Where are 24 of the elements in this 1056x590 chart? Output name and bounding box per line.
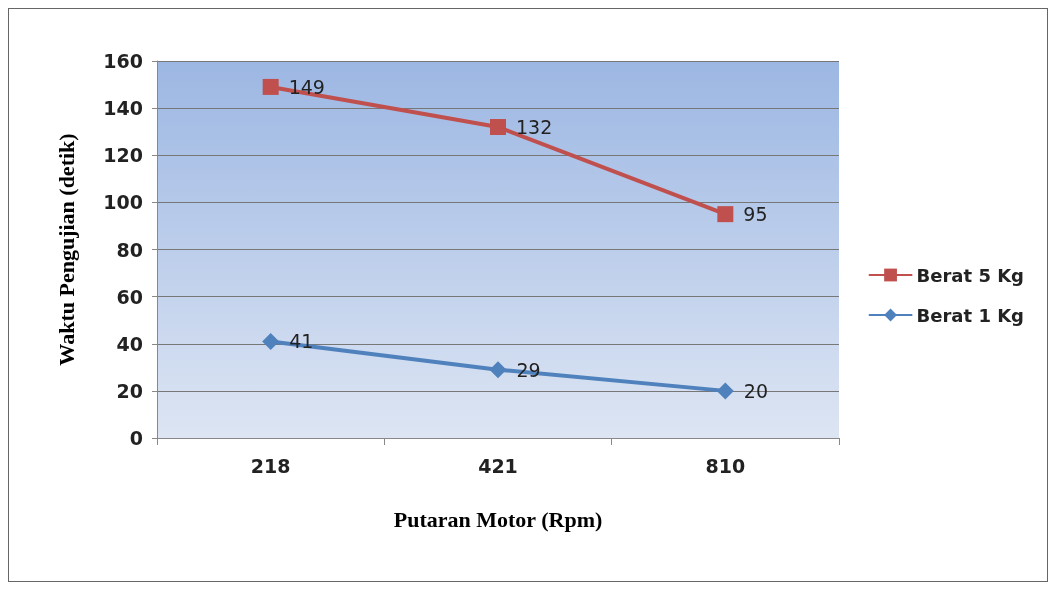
point bbox=[262, 78, 279, 95]
point bbox=[716, 382, 734, 400]
data-label: 132 bbox=[516, 115, 553, 138]
point bbox=[489, 361, 507, 379]
y-tick-label: 20 bbox=[116, 379, 143, 402]
point bbox=[717, 206, 734, 223]
x-tick-label: 810 bbox=[705, 454, 746, 477]
x-tick-label: 218 bbox=[250, 454, 291, 477]
y-tick-label: 160 bbox=[103, 50, 143, 72]
legend-label: Berat 5 Kg bbox=[916, 264, 1025, 286]
point bbox=[490, 118, 506, 135]
legend-label: Berat 1 Kg bbox=[916, 304, 1025, 326]
y-tick-label: 100 bbox=[103, 191, 143, 214]
data-label: 95 bbox=[743, 203, 768, 226]
point bbox=[262, 332, 280, 350]
y-axis-title: Waktu Pengujian (detik) bbox=[53, 133, 79, 366]
x-axis-title: Putaran Motor (Rpm) bbox=[393, 506, 603, 532]
y-tick-label: 40 bbox=[116, 332, 143, 355]
y-tick-label: 140 bbox=[103, 97, 143, 120]
x-tick-label: 421 bbox=[478, 454, 518, 477]
y-tick-label: 120 bbox=[103, 144, 143, 167]
y-tick-label: 0 bbox=[129, 427, 143, 449]
y-tick-label: 80 bbox=[116, 238, 143, 261]
y-tick-label: 60 bbox=[116, 285, 143, 308]
